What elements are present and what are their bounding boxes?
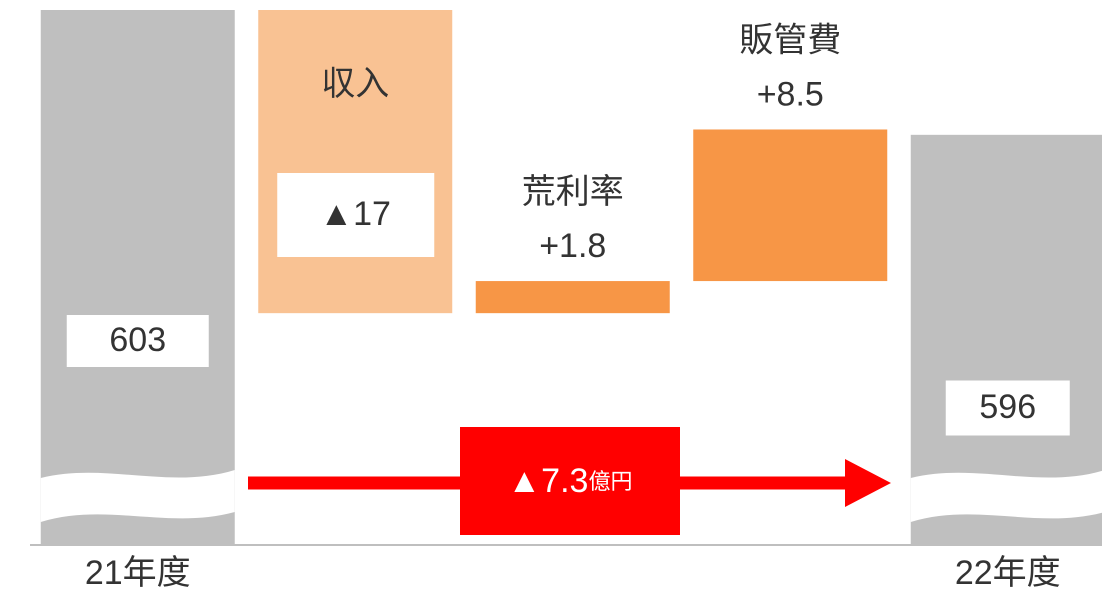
annotation-value: ▲7.3 — [508, 462, 589, 500]
label-box — [277, 173, 435, 257]
label-box — [66, 315, 209, 367]
value-label: ▲17 — [320, 195, 391, 233]
bar — [258, 10, 453, 314]
value-label: +8.5 — [757, 75, 824, 113]
annotation: ▲7.3億円 — [508, 462, 633, 500]
axis-break — [910, 470, 1102, 522]
arrow-head — [845, 459, 891, 507]
axis-break — [40, 470, 235, 522]
bar — [693, 129, 888, 282]
value-label: 596 — [979, 388, 1036, 426]
annotation-box — [460, 427, 680, 535]
category-label: 荒利率 — [522, 173, 624, 211]
x-tick-label: 21年度 — [85, 554, 191, 592]
x-tick-label: 22年度 — [955, 554, 1061, 592]
value-label: +1.8 — [539, 227, 606, 265]
value-label: 603 — [109, 321, 166, 359]
bar — [40, 10, 235, 545]
category-label: 収入 — [321, 65, 389, 103]
bar — [475, 281, 670, 314]
category-label: 販管費 — [739, 21, 841, 59]
annotation-unit: 億円 — [588, 469, 632, 494]
label-box — [945, 380, 1070, 436]
